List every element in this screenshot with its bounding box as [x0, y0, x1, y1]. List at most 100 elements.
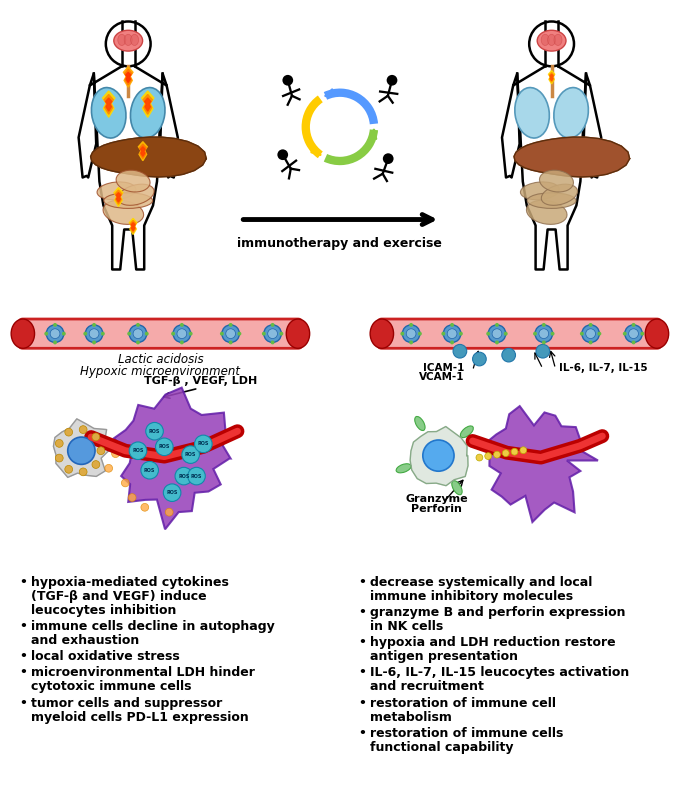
Circle shape	[92, 341, 96, 344]
Ellipse shape	[520, 182, 559, 200]
Circle shape	[632, 341, 636, 344]
Polygon shape	[142, 91, 154, 118]
Text: •: •	[358, 575, 366, 589]
Ellipse shape	[286, 319, 310, 348]
Circle shape	[155, 438, 173, 456]
Circle shape	[262, 332, 266, 336]
Ellipse shape	[130, 87, 165, 138]
Polygon shape	[486, 406, 598, 522]
Circle shape	[502, 348, 516, 362]
Ellipse shape	[118, 34, 126, 46]
Circle shape	[53, 323, 57, 327]
Text: •: •	[358, 666, 366, 679]
Text: •: •	[358, 697, 366, 710]
Text: myeloid cells PD-L1 expression: myeloid cells PD-L1 expression	[31, 710, 248, 724]
Circle shape	[539, 329, 549, 338]
FancyBboxPatch shape	[378, 319, 661, 348]
Text: immune inhibitory molecules: immune inhibitory molecules	[370, 590, 573, 602]
Circle shape	[62, 332, 66, 336]
Text: in NK cells: in NK cells	[370, 620, 443, 633]
Circle shape	[278, 150, 288, 160]
Circle shape	[92, 323, 96, 327]
Circle shape	[495, 323, 499, 327]
Circle shape	[226, 329, 235, 338]
Circle shape	[447, 329, 457, 338]
Circle shape	[46, 325, 64, 342]
Circle shape	[129, 325, 146, 342]
Circle shape	[83, 332, 87, 336]
Circle shape	[459, 332, 463, 336]
Ellipse shape	[554, 87, 589, 138]
Circle shape	[182, 446, 199, 463]
Circle shape	[229, 341, 232, 344]
Circle shape	[56, 454, 63, 462]
Text: •: •	[19, 697, 27, 710]
Circle shape	[453, 344, 467, 358]
Text: decrease systemically and local: decrease systemically and local	[370, 575, 593, 589]
Circle shape	[180, 323, 184, 327]
Circle shape	[586, 329, 595, 338]
Circle shape	[536, 344, 550, 358]
Circle shape	[44, 332, 48, 336]
Circle shape	[409, 323, 413, 327]
Circle shape	[180, 341, 184, 344]
Circle shape	[173, 325, 191, 342]
Circle shape	[53, 341, 57, 344]
Circle shape	[418, 332, 422, 336]
Ellipse shape	[527, 193, 576, 209]
Text: microenvironmental LDH hinder: microenvironmental LDH hinder	[31, 666, 255, 679]
Text: ROS: ROS	[159, 444, 170, 450]
Text: IL-6, IL-7, IL-15 leucocytes activation: IL-6, IL-7, IL-15 leucocytes activation	[370, 666, 629, 679]
Circle shape	[485, 453, 491, 459]
Circle shape	[476, 454, 483, 461]
Circle shape	[79, 468, 87, 476]
Ellipse shape	[130, 34, 139, 46]
Circle shape	[90, 329, 99, 338]
Text: •: •	[358, 606, 366, 619]
Polygon shape	[103, 91, 115, 118]
Ellipse shape	[114, 30, 142, 51]
Polygon shape	[144, 98, 151, 111]
Circle shape	[403, 325, 420, 342]
Polygon shape	[126, 72, 130, 82]
Ellipse shape	[415, 417, 425, 430]
Circle shape	[641, 332, 644, 336]
Circle shape	[187, 467, 205, 485]
Ellipse shape	[92, 87, 126, 138]
Text: hypoxia and LDH reduction restore: hypoxia and LDH reduction restore	[370, 636, 616, 649]
Text: immunotherapy and exercise: immunotherapy and exercise	[237, 237, 442, 250]
Polygon shape	[138, 142, 147, 161]
Text: ROS: ROS	[167, 490, 178, 495]
Circle shape	[101, 332, 105, 336]
Text: immune cells decline in autophagy: immune cells decline in autophagy	[31, 620, 274, 633]
Ellipse shape	[541, 34, 549, 46]
Circle shape	[175, 467, 193, 485]
Text: restoration of immune cell: restoration of immune cell	[370, 697, 556, 710]
Polygon shape	[115, 190, 121, 204]
Circle shape	[580, 332, 584, 336]
Ellipse shape	[541, 184, 577, 206]
Circle shape	[502, 450, 509, 457]
Text: restoration of immune cells: restoration of immune cells	[370, 727, 564, 740]
Circle shape	[229, 323, 232, 327]
Circle shape	[112, 450, 119, 458]
Circle shape	[79, 426, 87, 434]
Circle shape	[194, 435, 212, 453]
Polygon shape	[114, 187, 123, 206]
Text: •: •	[19, 650, 27, 663]
Ellipse shape	[527, 200, 567, 224]
Ellipse shape	[116, 170, 150, 192]
Polygon shape	[410, 426, 468, 486]
Circle shape	[264, 325, 281, 342]
Circle shape	[105, 464, 112, 472]
Ellipse shape	[103, 200, 144, 224]
Polygon shape	[53, 419, 109, 478]
Ellipse shape	[460, 426, 473, 438]
Text: and exhaustion: and exhaustion	[31, 634, 139, 647]
Circle shape	[406, 329, 416, 338]
Circle shape	[271, 323, 275, 327]
Text: local oxidative stress: local oxidative stress	[31, 650, 180, 663]
Text: VCAM-1: VCAM-1	[419, 373, 465, 382]
Circle shape	[65, 466, 73, 474]
Circle shape	[50, 329, 60, 338]
